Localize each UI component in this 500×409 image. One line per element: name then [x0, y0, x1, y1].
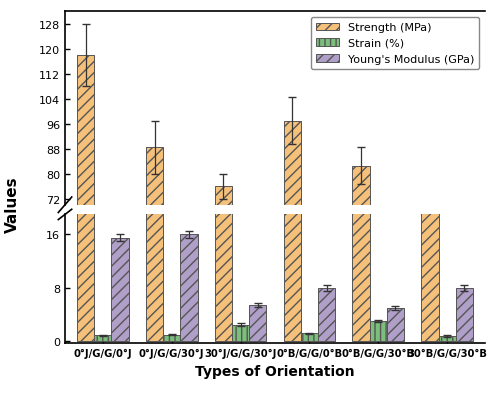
Bar — [77, 56, 94, 409]
Bar — [352, 166, 370, 409]
Bar — [94, 335, 112, 342]
Bar — [215, 0, 232, 342]
Bar — [422, 258, 438, 409]
Bar — [146, 148, 163, 409]
Bar — [232, 325, 249, 342]
Bar — [77, 0, 94, 342]
Bar — [284, 121, 301, 409]
Bar — [370, 321, 387, 342]
Bar — [180, 235, 198, 342]
Bar — [146, 0, 163, 342]
Legend: Strength (MPa), Strain (%), Young's Modulus (GPa): Strength (MPa), Strain (%), Young's Modu… — [311, 18, 480, 70]
Bar — [456, 288, 473, 342]
Bar — [438, 336, 456, 342]
Bar — [284, 0, 301, 342]
Bar — [112, 238, 128, 342]
Bar — [422, 0, 438, 342]
Bar — [163, 335, 180, 342]
Bar — [249, 305, 266, 342]
Text: Values: Values — [5, 176, 20, 233]
Bar — [215, 187, 232, 409]
X-axis label: Types of Orientation: Types of Orientation — [195, 364, 355, 378]
Bar — [301, 334, 318, 342]
Bar — [318, 288, 335, 342]
Bar — [387, 308, 404, 342]
Bar — [352, 0, 370, 342]
